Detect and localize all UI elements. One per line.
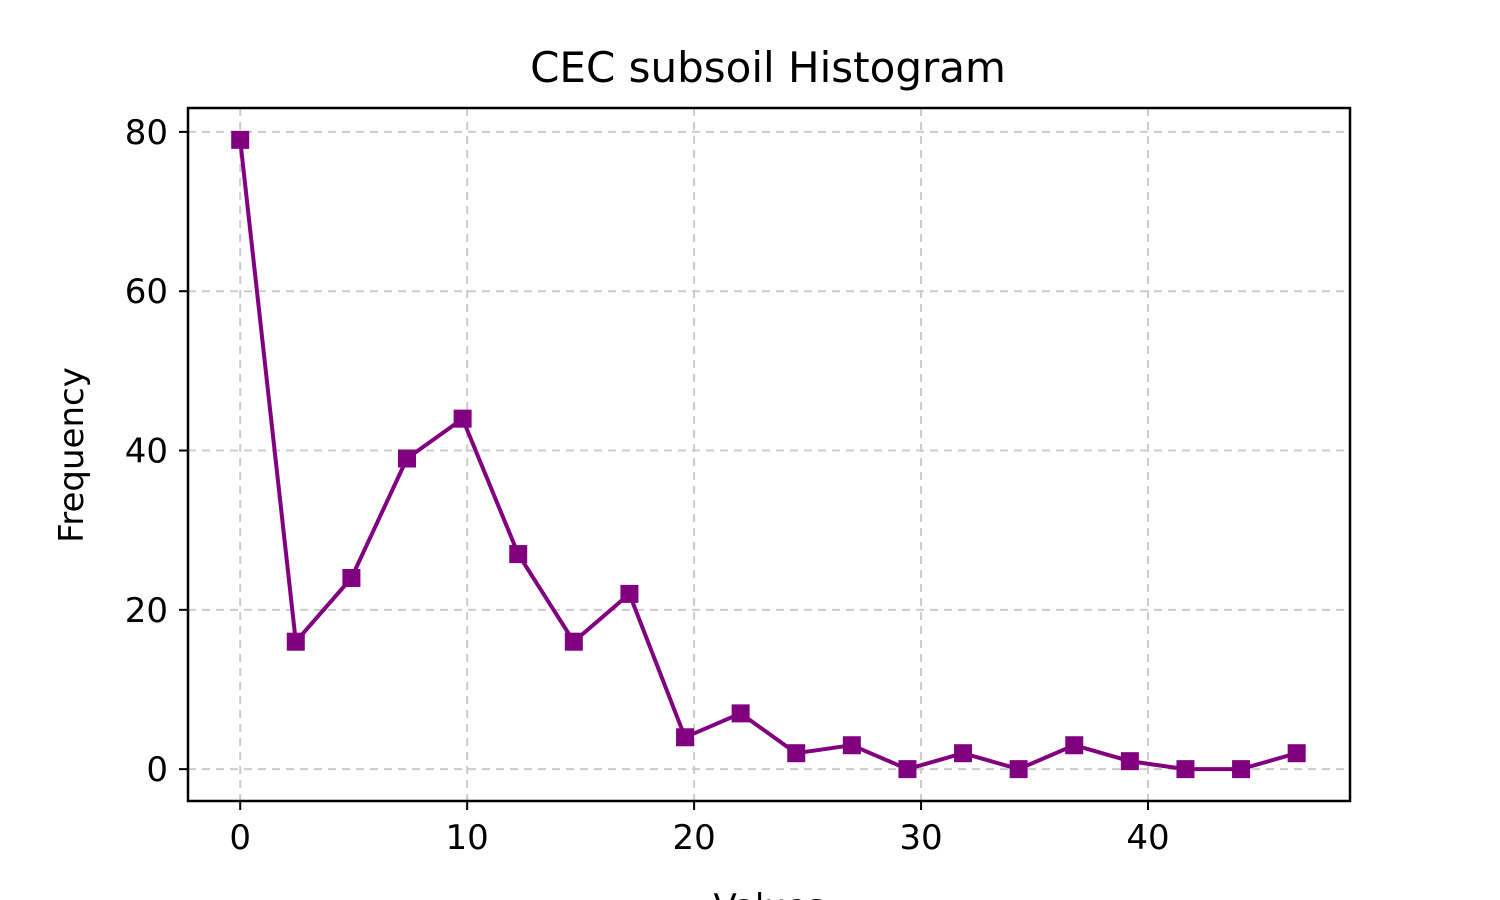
data-point: [1176, 760, 1195, 779]
y-axis-label: Frequency: [52, 367, 92, 543]
x-tick-label: 0: [229, 818, 251, 858]
series-line: [238, 139, 1298, 772]
plot-frame: [186, 106, 1352, 803]
y-tick-label: 60: [125, 272, 168, 312]
x-tick-label: 40: [1126, 818, 1169, 858]
y-tick-label: 80: [125, 113, 168, 153]
data-point: [342, 568, 361, 587]
data-point: [620, 584, 639, 603]
data-point: [1120, 752, 1139, 771]
data-point: [731, 704, 750, 723]
data-point: [231, 130, 250, 149]
data-point: [286, 632, 305, 651]
data-point: [842, 736, 861, 755]
data-point: [898, 760, 917, 779]
data-point: [954, 744, 973, 763]
data-point: [1009, 760, 1028, 779]
data-point: [676, 728, 695, 747]
x-axis-label: Values: [713, 887, 824, 900]
y-tick-label: 40: [125, 432, 168, 472]
data-point: [1287, 744, 1306, 763]
data-point: [787, 744, 806, 763]
x-tick-label: 20: [672, 818, 715, 858]
data-point: [509, 545, 528, 564]
chart-title: CEC subsoil Histogram: [530, 43, 1006, 92]
y-tick-label: 20: [125, 591, 168, 631]
axis-ticks: 0 10 20 30 40 0 20 40 60 80: [125, 113, 1170, 858]
x-tick-label: 10: [446, 818, 489, 858]
plot-area: [231, 130, 1306, 779]
grid: [188, 108, 1350, 801]
y-tick-label: 0: [146, 750, 168, 790]
data-point: [453, 409, 472, 428]
data-point: [1232, 760, 1251, 779]
data-point: [1065, 736, 1084, 755]
data-point: [564, 632, 583, 651]
x-tick-label: 30: [899, 818, 942, 858]
data-point: [398, 449, 417, 468]
